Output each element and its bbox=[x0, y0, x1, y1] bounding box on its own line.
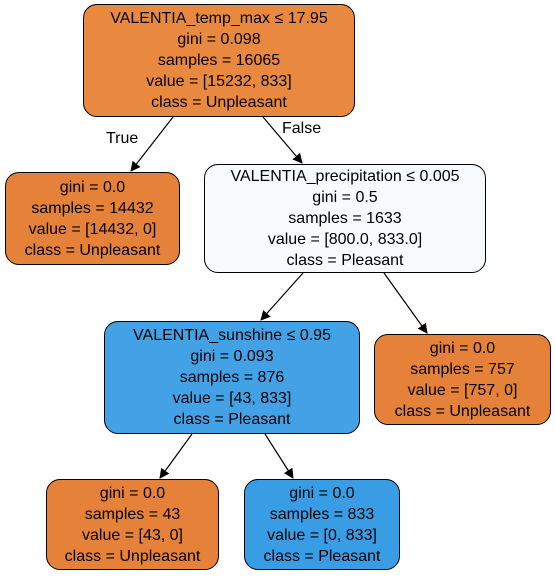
node-class: class = Pleasant bbox=[286, 252, 404, 269]
node-samples: samples = 757 bbox=[410, 360, 515, 378]
node-class: class = Unpleasant bbox=[151, 94, 287, 111]
node-value: value = [800.0, 833.0] bbox=[267, 231, 423, 248]
tree-node-right3: gini = 0.0 samples = 833 value = [0, 833… bbox=[244, 479, 400, 570]
tree-node-left1: gini = 0.0 samples = 14432 value = [1443… bbox=[5, 172, 180, 265]
node-value: value = [15232, 833] bbox=[146, 73, 292, 90]
node-class: class = Unpleasant bbox=[394, 402, 531, 420]
node-split: VALENTIA_temp_max ≤ 17.95 bbox=[110, 10, 328, 27]
edge-right1-right2 bbox=[383, 272, 428, 334]
node-class: class = Unpleasant bbox=[24, 241, 161, 259]
edge-label-true: True bbox=[106, 130, 139, 147]
node-samples: samples = 1633 bbox=[288, 210, 402, 227]
node-samples: samples = 16065 bbox=[157, 52, 281, 69]
node-gini: gini = 0.5 bbox=[312, 189, 378, 206]
tree-node-right2: gini = 0.0 samples = 757 value = [757, 0… bbox=[374, 334, 551, 425]
node-samples: samples = 876 bbox=[179, 369, 285, 386]
tree-node-mid2: VALENTIA_sunshine ≤ 0.95 gini = 0.093 sa… bbox=[104, 321, 360, 434]
node-value: value = [43, 833] bbox=[172, 390, 292, 407]
node-samples: samples = 833 bbox=[269, 505, 375, 523]
node-class: class = Pleasant bbox=[263, 547, 381, 565]
edge-root-right1 bbox=[262, 116, 303, 164]
node-split: VALENTIA_precipitation ≤ 0.005 bbox=[230, 168, 460, 185]
node-split: VALENTIA_sunshine ≤ 0.95 bbox=[133, 327, 331, 344]
tree-node-left3: gini = 0.0 samples = 43 value = [43, 0] … bbox=[46, 479, 219, 570]
tree-node-right1: VALENTIA_precipitation ≤ 0.005 gini = 0.… bbox=[204, 164, 486, 273]
edge-mid2-right3 bbox=[264, 433, 294, 479]
edge-label-false: False bbox=[282, 120, 322, 137]
node-class: class = Pleasant bbox=[173, 411, 291, 428]
edge-mid2-left3 bbox=[159, 433, 193, 479]
edge-right1-mid2 bbox=[260, 272, 304, 321]
node-samples: samples = 14432 bbox=[31, 199, 154, 217]
node-gini: gini = 0.0 bbox=[59, 178, 126, 196]
node-value: value = [14432, 0] bbox=[28, 220, 157, 238]
node-gini: gini = 0.093 bbox=[190, 348, 274, 365]
node-value: value = [43, 0] bbox=[82, 526, 183, 544]
node-class: class = Unpleasant bbox=[64, 547, 201, 565]
edge-root-left1 bbox=[130, 116, 174, 172]
node-value: value = [0, 833] bbox=[267, 526, 377, 544]
node-gini: gini = 0.098 bbox=[177, 31, 261, 48]
node-gini: gini = 0.0 bbox=[289, 484, 355, 502]
node-gini: gini = 0.0 bbox=[429, 339, 496, 357]
node-value: value = [757, 0] bbox=[407, 381, 518, 399]
node-samples: samples = 43 bbox=[84, 505, 181, 523]
tree-node-root: VALENTIA_temp_max ≤ 17.95 gini = 0.098 s… bbox=[83, 4, 355, 117]
node-gini: gini = 0.0 bbox=[99, 484, 166, 502]
